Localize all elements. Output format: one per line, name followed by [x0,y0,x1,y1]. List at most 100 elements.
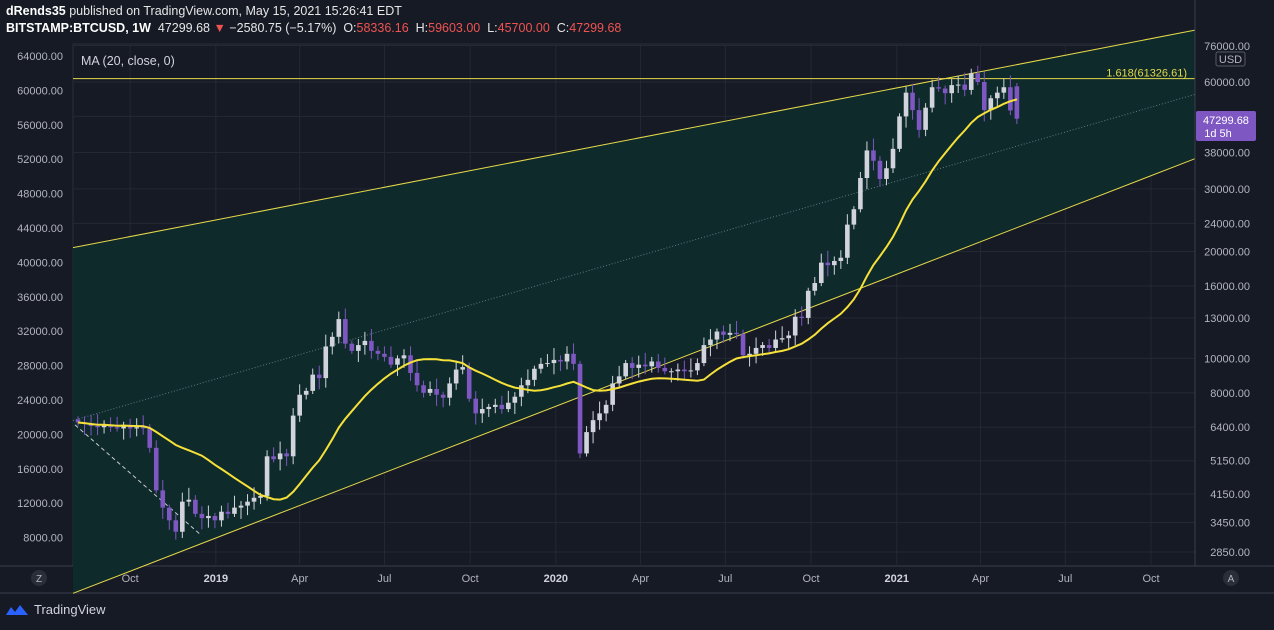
zoom-button[interactable]: Z [31,570,47,586]
candle-body [805,290,811,318]
author-name[interactable]: dRends35 [6,4,66,18]
candle-body [323,346,329,379]
candle-body [466,367,472,399]
tradingview-logo-icon[interactable] [6,603,28,617]
auto-scale-button[interactable]: A [1223,570,1239,586]
candle-body [603,404,609,414]
candle-body [968,73,974,90]
close-value: 47299.68 [569,21,622,35]
right-axis-tick: 8000.00 [1210,388,1250,400]
candle-body [662,367,668,372]
candle-body [251,497,257,502]
candle-body [590,420,596,433]
right-axis-tick: 20000.00 [1204,246,1250,258]
time-axis-tick: Jul [377,573,391,585]
channel-lower-line [72,158,1196,594]
right-price-axis[interactable]: 76000.0060000.0048000.0038000.0030000.00… [1194,0,1250,566]
candle-body [460,367,465,370]
last-price: 47299.68 [157,21,210,35]
indicator-label[interactable]: MA (20, close, 0) [81,54,175,68]
candle-body [447,383,452,398]
candle-body [642,364,648,367]
candle-body [877,160,883,179]
candle-body [232,507,237,514]
candle-body [382,353,387,357]
candle-body [134,427,139,429]
symbol-label[interactable]: BITSTAMP:BTCUSD, 1W [6,21,151,35]
open-label: O: [343,21,357,35]
ma-line[interactable] [77,98,1018,501]
candle-body [845,224,850,258]
left-axis-tick: 36000.00 [17,292,63,304]
publish-info: dRends35 published on TradingView.com, M… [6,4,402,18]
candle-body [369,340,374,351]
candle-body [623,363,628,377]
candle-body [140,427,146,429]
auto-scale-label: A [1228,574,1235,585]
left-axis-tick: 12000.00 [17,498,63,510]
candle-body [532,368,537,380]
left-price-axis[interactable]: 64000.00 60000.00 56000.00 52000.00 48000.00… [17,51,63,545]
candle-body [629,363,635,368]
candle-body [695,363,700,371]
candle-body [799,316,805,318]
candle-body [740,334,746,356]
candle-body [792,316,798,336]
right-axis-tick: 76000.00 [1204,41,1250,53]
candle-body [173,520,179,532]
left-axis-tick: 20000.00 [17,429,63,441]
time-axis-tick: Oct [122,573,139,585]
candle-body [206,515,211,519]
candle-body [193,499,198,514]
candle-body [284,453,289,457]
right-axis-tick: 2850.00 [1210,547,1250,559]
candle-body [349,343,355,351]
footer-brand[interactable]: TradingView [34,602,106,617]
candle-body [727,332,733,335]
candle-body [708,339,713,346]
candle-body [160,490,166,508]
candle-body [890,148,896,169]
candle-body [871,150,876,161]
time-axis-tick: 2020 [544,573,568,585]
candle-body [655,361,661,368]
left-axis-tick: 24000.00 [17,395,63,407]
right-axis-tick: 10000.00 [1204,353,1250,365]
candle-body [180,501,185,532]
channel-upper-line [72,29,1196,249]
candle-body [929,87,935,108]
right-axis-tick: 24000.00 [1204,218,1250,230]
candle-body [577,363,583,454]
candle-body [440,394,446,398]
candle-body [832,261,837,266]
candle-body [297,394,302,416]
left-axis-tick: 32000.00 [17,326,63,338]
time-axis-tick: Apr [972,573,989,585]
candle-body [616,376,622,384]
candle-body [949,85,954,94]
channel-lines[interactable] [72,29,1196,594]
candle-body [864,150,870,179]
candle-body [336,319,342,337]
candle-body [773,339,778,348]
time-axis-tick: Jul [1058,573,1072,585]
candle-body [525,379,531,386]
candle-body [271,456,276,460]
candle-body [818,262,824,284]
price-tag: 47299.68 1d 5h [1196,111,1256,141]
time-axis-tick: Apr [291,573,308,585]
candle-body [290,415,296,457]
right-axis-tick: 3450.00 [1210,518,1250,530]
right-axis-tick: 13000.00 [1204,313,1250,325]
candle-body [564,353,570,362]
currency-badge[interactable]: USD [1215,51,1246,67]
candle-body [75,419,81,423]
right-axis-tick: 38000.00 [1204,147,1250,159]
candle-body [988,98,994,111]
candle-body [414,372,420,386]
candle-body [910,92,915,111]
candle-body [936,87,941,89]
time-axis[interactable]: Oct 2019 Apr Jul Oct 2020 Apr Jul Oct 2021 Apr Jul O… [122,573,1160,585]
right-axis-tick: 5150.00 [1210,456,1250,468]
